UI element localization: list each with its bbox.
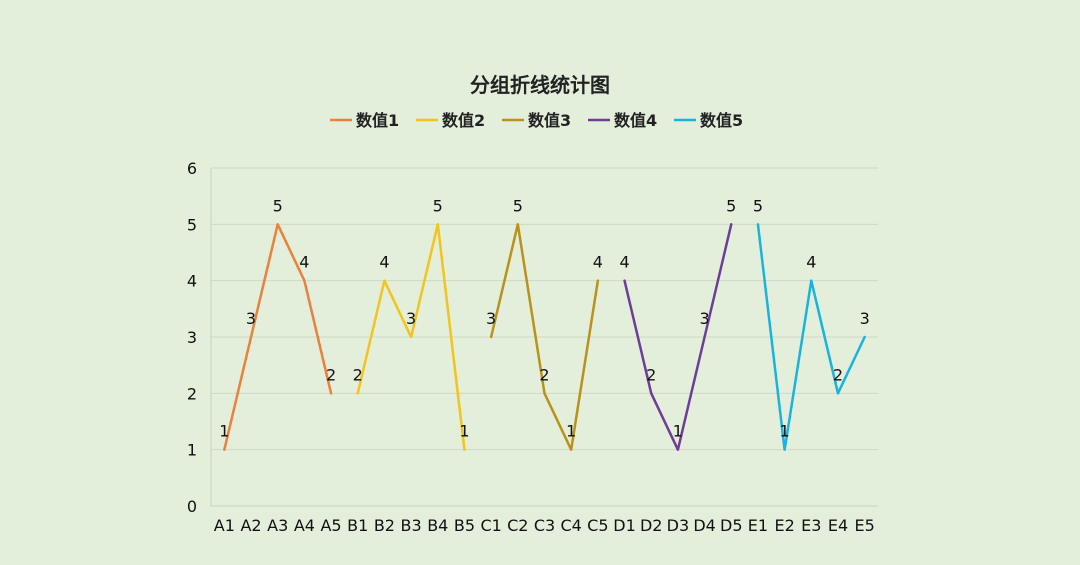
- x-tick-label: E2: [774, 516, 794, 535]
- x-tick-label: B1: [347, 516, 368, 535]
- legend-item: 数值5: [674, 111, 743, 130]
- x-tick-label: D3: [667, 516, 690, 535]
- x-tick-label: B3: [401, 516, 422, 535]
- series-line-3: [489, 223, 600, 451]
- x-tick-label: D5: [720, 516, 743, 535]
- data-label: 4: [806, 253, 816, 272]
- data-label: 3: [699, 309, 709, 328]
- y-tick-label: 3: [187, 328, 197, 347]
- data-label: 2: [326, 365, 336, 384]
- data-label: 3: [860, 309, 870, 328]
- y-tick-label: 2: [187, 384, 197, 403]
- series-line-2: [356, 223, 466, 451]
- chart-title: 分组折线统计图: [470, 73, 610, 97]
- x-tick-label: B5: [454, 516, 475, 535]
- legend-label: 数值5: [700, 111, 743, 130]
- data-label: 1: [459, 422, 469, 441]
- x-tick-label: D2: [640, 516, 663, 535]
- x-tick-label: A3: [267, 516, 288, 535]
- data-label: 3: [406, 309, 416, 328]
- data-label: 4: [299, 253, 309, 272]
- data-label: 2: [833, 365, 843, 384]
- data-label: 3: [486, 309, 496, 328]
- data-label: 1: [566, 422, 576, 441]
- y-tick-label: 1: [187, 441, 197, 460]
- x-tick-label: E1: [748, 516, 768, 535]
- data-label: 1: [780, 422, 790, 441]
- x-tick-label: C3: [534, 516, 555, 535]
- series-line-4: [623, 223, 733, 451]
- x-tick-label: D1: [613, 516, 636, 535]
- legend-label: 数值3: [528, 111, 571, 130]
- legend-item: 数值1: [330, 111, 399, 130]
- legend-item: 数值2: [416, 111, 485, 130]
- data-label: 4: [593, 253, 603, 272]
- data-label: 2: [539, 365, 549, 384]
- x-tick-label: E5: [855, 516, 875, 535]
- x-tick-label: C4: [561, 516, 582, 535]
- legend-label: 数值4: [614, 111, 657, 130]
- x-tick-label: E3: [801, 516, 821, 535]
- legend-item: 数值3: [502, 111, 571, 130]
- data-label: 5: [726, 196, 736, 215]
- legend-label: 数值1: [356, 111, 399, 130]
- data-label: 5: [273, 196, 283, 215]
- legend: 数值1 数值2 数值3 数值4 数值5: [330, 111, 743, 130]
- x-tick-label: C1: [480, 516, 501, 535]
- legend-item: 数值4: [588, 111, 657, 130]
- data-label: 1: [219, 422, 229, 441]
- x-tick-label: A2: [240, 516, 261, 535]
- x-tick-label: A5: [320, 516, 341, 535]
- data-label: 4: [379, 253, 389, 272]
- data-label: 2: [353, 365, 363, 384]
- data-label: 3: [246, 309, 256, 328]
- series-lines: [223, 223, 866, 451]
- data-label: 5: [513, 196, 523, 215]
- data-label: 5: [753, 196, 763, 215]
- x-tick-label: C5: [587, 516, 608, 535]
- x-tick-label: A1: [214, 516, 235, 535]
- x-tick-label: B2: [374, 516, 395, 535]
- x-tick-label: C2: [507, 516, 528, 535]
- x-tick-label: E4: [828, 516, 848, 535]
- x-tick-label: D4: [693, 516, 716, 535]
- legend-label: 数值2: [442, 111, 485, 130]
- x-tick-label: A4: [294, 516, 315, 535]
- y-tick-label: 5: [187, 215, 197, 234]
- data-label: 1: [673, 422, 683, 441]
- data-label: 5: [433, 196, 443, 215]
- x-tick-label: B4: [427, 516, 448, 535]
- y-tick-label: 0: [187, 497, 197, 516]
- data-label: 4: [619, 253, 629, 272]
- series-line-5: [756, 223, 866, 451]
- series-line-1: [223, 223, 333, 451]
- y-tick-label: 6: [187, 159, 197, 178]
- y-tick-label: 4: [187, 272, 197, 291]
- data-label: 2: [646, 365, 656, 384]
